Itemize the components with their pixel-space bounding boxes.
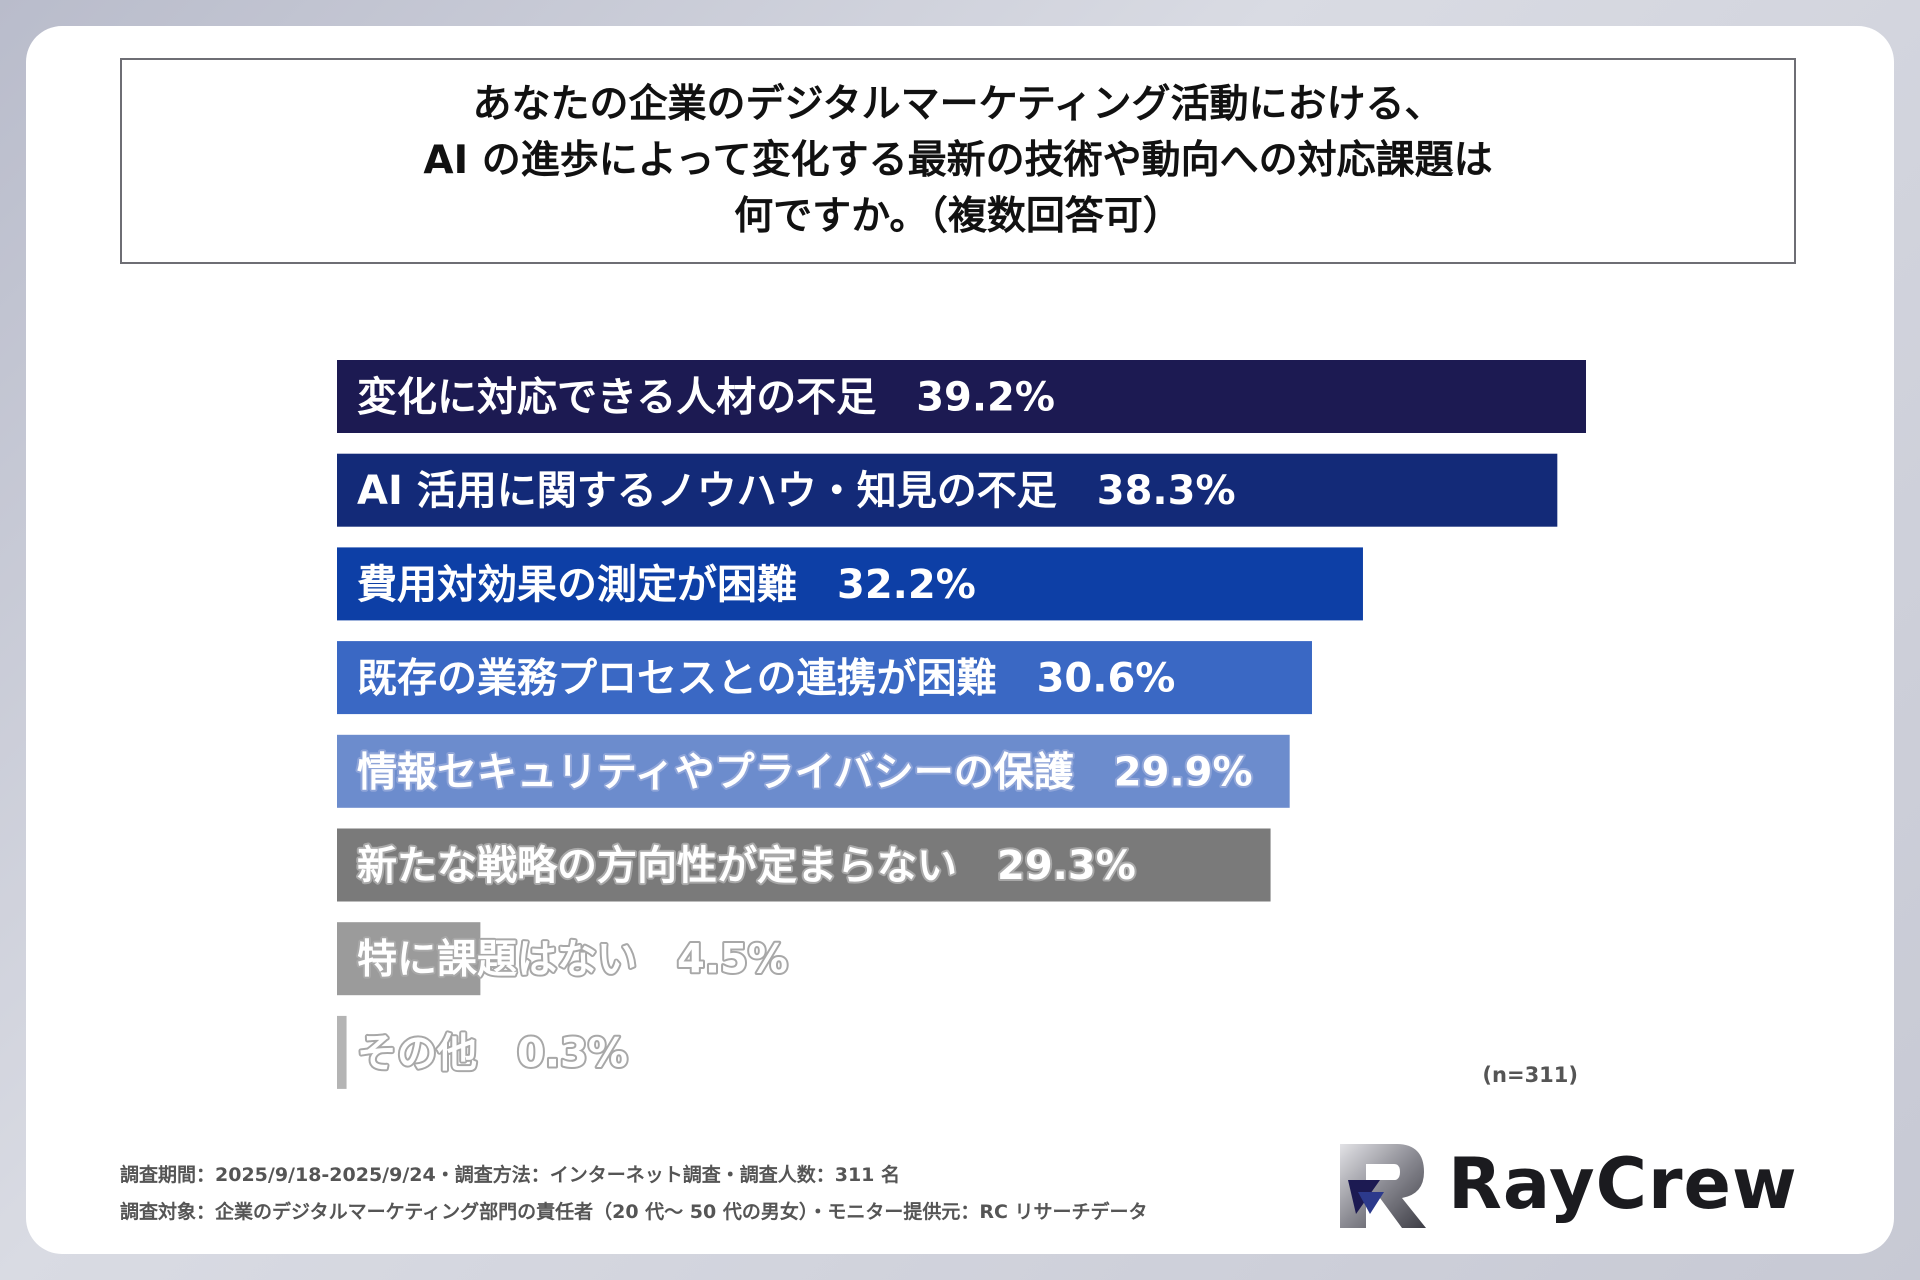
footer-survey-target: 調査対象：企業のデジタルマーケティング部門の責任者（20 代～ 50 代の男女）… [120, 1201, 1148, 1223]
sample-size-note: (n=311) [1482, 1063, 1578, 1087]
question-title-box: あなたの企業のデジタルマーケティング活動における、 AI の進歩によって変化する… [120, 58, 1796, 264]
bar-2 [337, 453, 1558, 527]
bar-7 [337, 922, 481, 996]
bar-5 [337, 734, 1290, 808]
bar-1 [337, 360, 1586, 433]
raycrew-r-logo-icon [1340, 1144, 1426, 1228]
bar-label-2: AI 活用に関するノウハウ・知見の不足 38.3% [357, 468, 1236, 514]
bar-6 [337, 828, 1271, 902]
bar-label-7: 特に課題はない 4.5% [357, 937, 788, 983]
bar-label-6: 新たな戦略の方向性が定まらない 29.3% [357, 843, 1136, 889]
bar-label-5: 情報セキュリティやプライバシーの保護 29.9% [357, 749, 1253, 795]
footer-survey-period: 調査期間：2025/9/18-2025/9/24・調査方法：インターネット調査・… [120, 1164, 901, 1186]
logo-wordmark: RayCrew [1448, 1143, 1798, 1225]
bar-4 [337, 641, 1312, 715]
bar-label-8: その他 0.3% [357, 1030, 628, 1076]
bar-3 [337, 547, 1363, 621]
bar-label-3: 費用対効果の測定が困難 32.2% [357, 562, 976, 608]
raycrew-logo: RayCrew [1330, 1134, 1802, 1234]
bar-8 [337, 1015, 347, 1089]
question-title: あなたの企業のデジタルマーケティング活動における、 AI の進歩によって変化する… [423, 82, 1493, 239]
bar-label-1: 変化に対応できる人材の不足 39.2% [357, 375, 1055, 421]
bar-label-4: 既存の業務プロセスとの連携が困難 30.6% [357, 656, 1175, 702]
